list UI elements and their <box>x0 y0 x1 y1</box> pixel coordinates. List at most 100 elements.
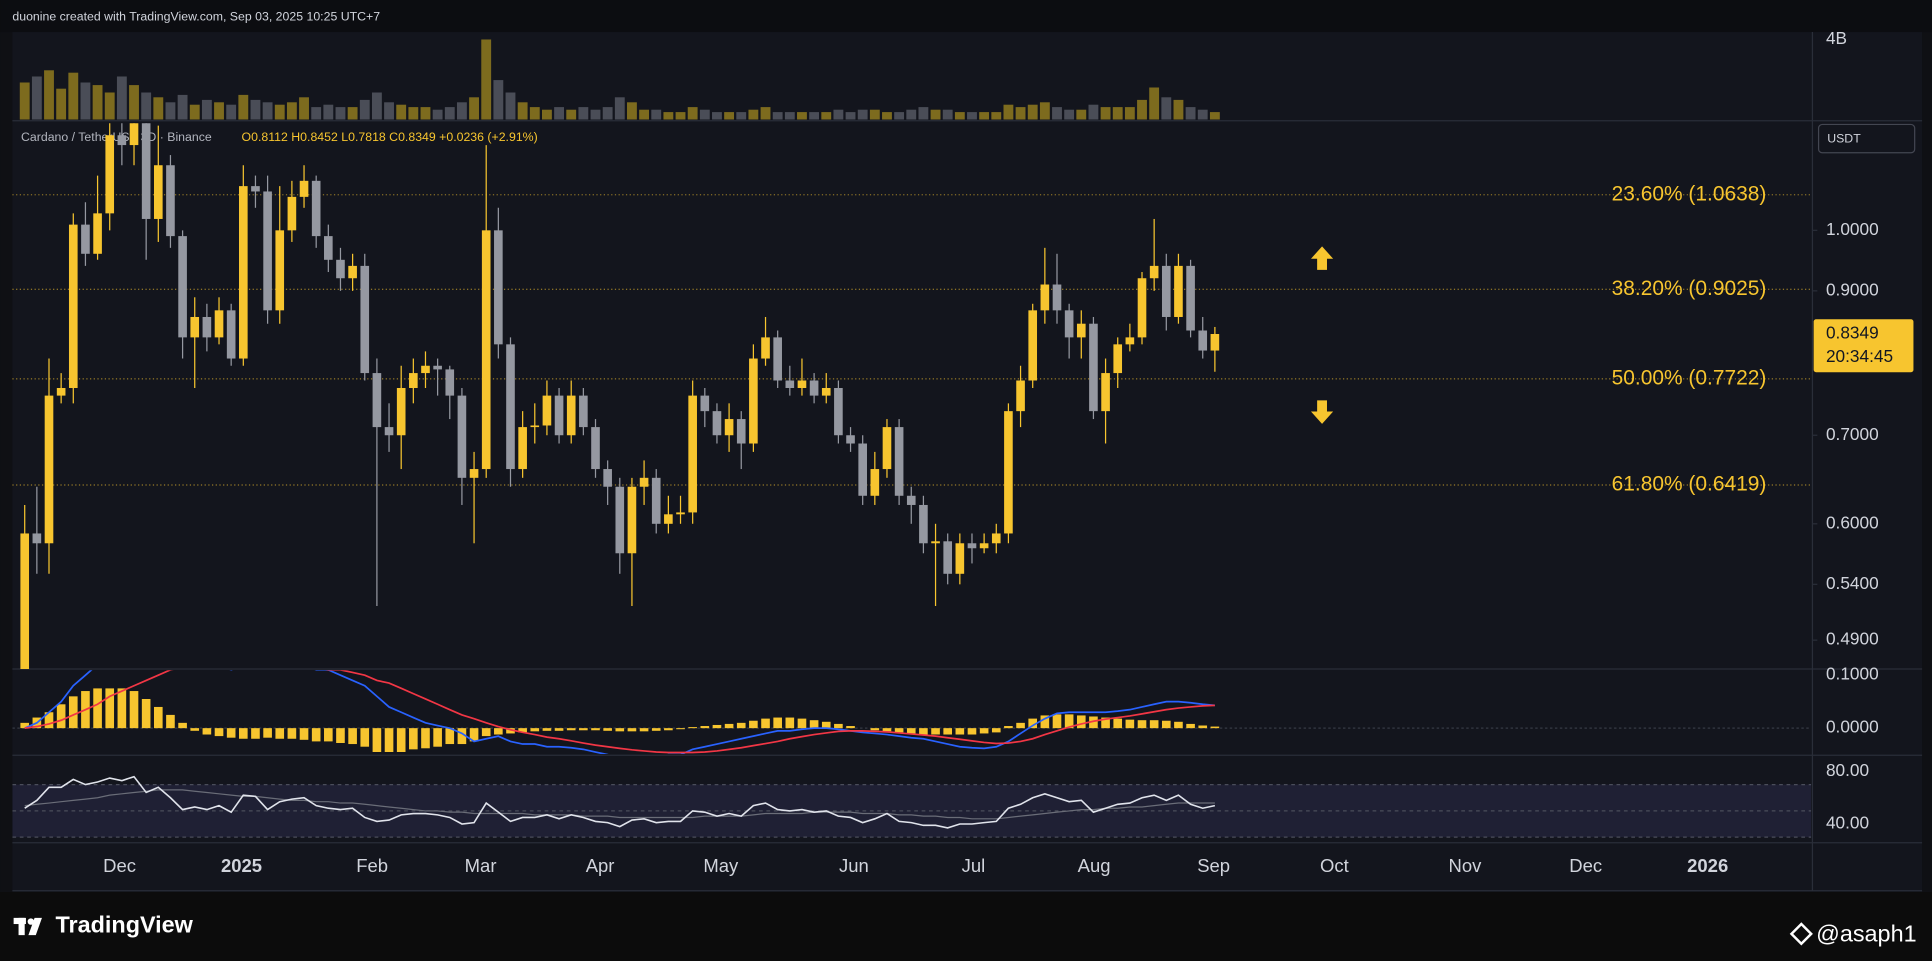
macd-histogram-bar <box>396 728 406 753</box>
macd-histogram-bar <box>700 726 710 729</box>
macd-histogram-bar <box>1174 721 1183 729</box>
volume-bar <box>1064 109 1075 120</box>
macd-histogram-bar <box>141 699 151 729</box>
x-tick-label: Nov <box>1449 855 1483 876</box>
currency-label[interactable]: USDT <box>1827 131 1861 145</box>
candle-body <box>991 533 1001 544</box>
macd-histogram-bar <box>93 688 102 729</box>
volume-bar <box>639 109 650 120</box>
candle-body <box>894 427 904 496</box>
rsi-tick-label: 80.00 <box>1826 760 1869 780</box>
candle-body <box>1113 344 1123 374</box>
candle-body <box>579 395 588 428</box>
candle-body <box>93 213 102 254</box>
macd-histogram-bar <box>1040 715 1050 729</box>
candle-body <box>955 543 965 574</box>
macd-histogram-bar <box>809 720 819 729</box>
volume-bar <box>991 112 1002 120</box>
volume-bar <box>104 92 115 120</box>
candle-body <box>105 135 115 214</box>
macd-histogram-bar <box>409 728 418 750</box>
currency-box[interactable] <box>1817 123 1916 154</box>
macd-histogram-bar <box>166 714 175 729</box>
volume-bar <box>821 112 832 120</box>
candle-body <box>834 387 843 436</box>
candle-body <box>469 469 479 478</box>
brand-logo <box>13 917 42 936</box>
macd-histogram-bar <box>1186 723 1195 729</box>
volume-bar <box>1088 104 1099 120</box>
candle-body <box>494 230 503 345</box>
volume-bar <box>505 92 516 120</box>
volume-bar <box>869 109 880 120</box>
macd-histogram-bar <box>336 728 345 743</box>
candle-body <box>931 541 940 544</box>
candle-body <box>712 411 722 436</box>
volume-bar <box>177 94 188 120</box>
macd-histogram-bar <box>542 728 552 731</box>
candle-body <box>1004 411 1013 534</box>
x-tick-label: Oct <box>1320 855 1349 876</box>
macd-histogram-bar <box>651 728 661 731</box>
volume-bar <box>578 107 589 120</box>
x-tick-label: 2025 <box>221 855 262 876</box>
candle-body <box>1040 284 1050 311</box>
macd-histogram-bar <box>773 717 782 729</box>
macd-histogram-bar <box>1149 720 1159 729</box>
macd-histogram-bar <box>324 728 333 742</box>
volume-bar <box>444 107 455 120</box>
candle-body <box>785 380 795 388</box>
fib-label: 61.80% (0.6419) <box>1612 473 1767 496</box>
volume-bar <box>226 104 237 120</box>
macd-histogram-bar <box>202 728 212 735</box>
volume-bar <box>129 85 139 120</box>
x-tick-label: Aug <box>1078 855 1111 876</box>
volume-bar <box>602 107 613 120</box>
volume-bar <box>165 102 176 120</box>
candle-body <box>846 435 855 444</box>
volume-bar <box>1173 99 1184 120</box>
macd-histogram-bar <box>566 728 576 731</box>
macd-histogram-bar <box>226 728 236 738</box>
volume-bar <box>748 109 759 120</box>
macd-histogram-bar <box>797 718 807 729</box>
candle-body <box>1125 337 1135 345</box>
macd-histogram-bar <box>457 728 467 745</box>
macd-histogram-bar <box>469 728 479 742</box>
macd-histogram-bar <box>239 728 248 739</box>
macd-macd-line <box>24 670 1215 755</box>
volume-bar <box>857 109 868 120</box>
candle-body <box>214 310 224 338</box>
volume-bar <box>760 107 771 120</box>
volume-bar <box>906 109 917 120</box>
macd-histogram-bar <box>263 728 272 738</box>
candle-body <box>858 443 867 496</box>
candle-body <box>299 180 309 197</box>
macd-histogram-bar <box>846 726 855 729</box>
macd-histogram-bar <box>554 728 564 731</box>
macd-histogram-bar <box>579 728 588 731</box>
volume-bar <box>92 85 103 120</box>
volume-bar <box>68 72 79 120</box>
volume-bar <box>214 102 224 120</box>
macd-histogram-bar <box>117 688 127 729</box>
volume-bar <box>384 102 394 120</box>
author-name: @asaph1 <box>1816 920 1916 946</box>
candle-body <box>591 427 600 470</box>
volume-bar <box>627 102 637 120</box>
candle-body <box>409 373 418 388</box>
macd-histogram-bar <box>44 712 54 729</box>
candle-body <box>554 395 564 436</box>
macd-histogram-bar <box>251 728 260 739</box>
candle-body <box>287 196 297 231</box>
candle-body <box>1052 284 1062 311</box>
macd-histogram-bar <box>724 723 734 729</box>
volume-bar <box>724 112 735 120</box>
volume-bar <box>80 82 91 120</box>
candle-body <box>275 230 285 311</box>
y-tick-label: 0.6000 <box>1826 512 1879 532</box>
volume-bar <box>311 107 322 120</box>
volume-bar <box>894 112 905 120</box>
candle-body <box>311 180 321 237</box>
x-tick-label: Jul <box>962 855 986 876</box>
